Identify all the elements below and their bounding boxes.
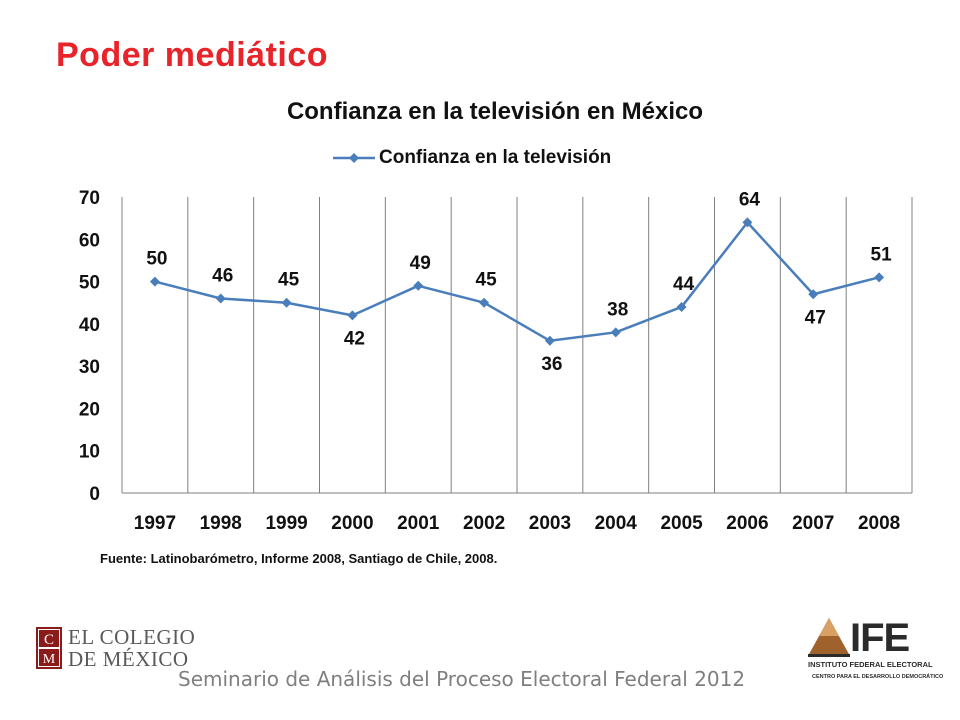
x-tick-label: 2003 [529, 513, 571, 534]
legend-swatch [333, 153, 375, 163]
data-point-marker [874, 272, 885, 283]
svg-text:C: C [44, 632, 54, 648]
x-tick-label: 1997 [134, 513, 176, 534]
ife-logo: IFE INSTITUTO FEDERAL ELECTORAL CENTRO P… [806, 616, 943, 686]
x-tick-label: 1999 [265, 513, 307, 534]
data-label: 49 [410, 253, 431, 274]
data-point-marker [215, 293, 226, 304]
y-tick-label: 40 [79, 315, 100, 336]
legend-label: Confianza en la televisión [379, 147, 612, 168]
y-tick-label: 30 [79, 357, 100, 378]
colmex-emblem-icon: C M [36, 627, 62, 669]
x-tick-label: 2008 [858, 513, 900, 534]
data-point-marker [808, 289, 819, 300]
ife-full-name: INSTITUTO FEDERAL ELECTORAL [808, 660, 933, 669]
data-label: 45 [278, 270, 300, 291]
y-tick-label: 50 [79, 273, 100, 294]
data-point-marker [413, 280, 424, 291]
y-tick-label: 0 [89, 484, 100, 505]
ife-center-name: CENTRO PARA EL DESARROLLO DEMOCRÁTICO [812, 674, 944, 680]
chart-title: Confianza en la televisión en México [286, 98, 704, 125]
source-prefix: Fuente: [100, 551, 147, 566]
y-tick-label: 10 [79, 442, 100, 463]
y-tick-label: 70 [79, 188, 100, 209]
data-point-marker [742, 217, 753, 228]
svg-text:M: M [43, 652, 56, 667]
data-point-marker [676, 301, 687, 312]
data-point-marker [281, 297, 292, 308]
data-label: 36 [541, 354, 562, 375]
data-label: 44 [673, 274, 695, 295]
data-label: 45 [476, 270, 498, 291]
data-point-marker [610, 327, 621, 338]
colmex-line-2: DE MÉXICO [68, 647, 189, 671]
data-label: 64 [739, 189, 761, 210]
y-tick-label: 60 [79, 230, 100, 251]
chart-legend: Confianza en la televisión [333, 145, 611, 171]
x-tick-label: 2005 [660, 513, 703, 534]
data-label: 46 [212, 265, 233, 286]
colegio-de-mexico-logo: C M EL COLEGIO DE MÉXICO [36, 626, 195, 670]
data-point-marker [479, 297, 490, 308]
y-tick-label: 20 [79, 399, 100, 420]
x-tick-label: 2001 [397, 513, 440, 534]
data-label: 51 [871, 244, 893, 265]
source-note: Fuente: Latinobarómetro, Informe 2008, S… [100, 551, 497, 566]
series-line [154, 221, 880, 343]
data-point-marker [347, 310, 358, 321]
data-label: 38 [607, 299, 628, 320]
ife-pyramid-icon [808, 618, 850, 657]
x-tick-label: 2002 [463, 513, 505, 534]
data-label: 47 [805, 307, 826, 328]
slide-title: Poder mediático [56, 36, 329, 74]
data-point-marker [149, 276, 160, 287]
x-tick-label: 2000 [331, 513, 373, 534]
data-label: 50 [146, 249, 167, 270]
x-tick-label: 1998 [200, 513, 242, 534]
ife-name: IFE [850, 616, 910, 660]
x-tick-label: 2006 [726, 513, 768, 534]
source-text: Latinobarómetro, Informe 2008, Santiago … [146, 551, 498, 566]
x-tick-label: 2004 [595, 513, 638, 534]
footer-text: Seminario de Análisis del Proceso Electo… [178, 667, 746, 691]
x-tick-label: 2007 [792, 513, 834, 534]
data-label: 42 [344, 328, 365, 349]
data-point-marker [544, 335, 555, 346]
colmex-line-1: EL COLEGIO [68, 625, 196, 649]
